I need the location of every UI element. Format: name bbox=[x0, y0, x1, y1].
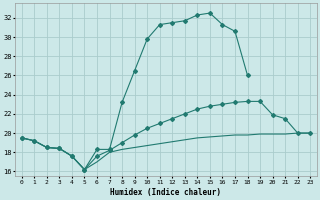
X-axis label: Humidex (Indice chaleur): Humidex (Indice chaleur) bbox=[110, 188, 221, 197]
